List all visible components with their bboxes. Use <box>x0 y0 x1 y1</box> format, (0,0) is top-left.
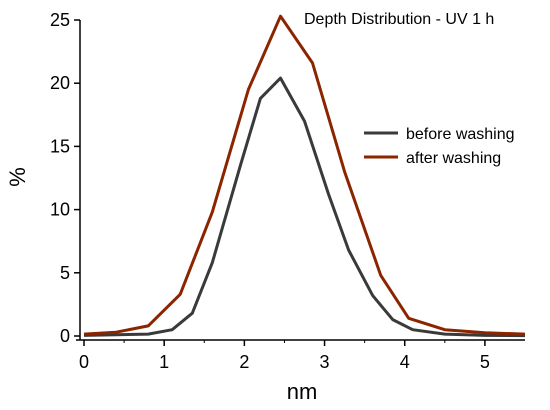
x-tick-label: 1 <box>159 352 169 372</box>
series-layer <box>83 14 526 338</box>
y-axis-ticks: 0 5 10 15 20 25 <box>50 10 80 346</box>
y-axis-title: % <box>5 167 30 187</box>
y-tick-label: 20 <box>50 73 70 93</box>
chart-title: Depth Distribution - UV 1 h <box>304 11 494 28</box>
x-tick-label: 5 <box>480 352 490 372</box>
y-tick-label: 5 <box>60 263 70 283</box>
series-line-before-washing <box>83 76 526 338</box>
x-axis-ticks: 0 1 2 3 4 5 <box>79 340 490 372</box>
x-tick-label: 2 <box>239 352 249 372</box>
y-tick-label: 15 <box>50 136 70 156</box>
y-tick-label: 10 <box>50 200 70 220</box>
axes <box>76 20 525 341</box>
x-tick-label: 0 <box>79 352 89 372</box>
legend-label: before washing <box>406 126 515 143</box>
y-tick-label: 25 <box>50 10 70 30</box>
series-line-after-washing <box>83 14 526 336</box>
legend-label: after washing <box>406 150 501 167</box>
x-tick-label: 4 <box>400 352 410 372</box>
x-tick-label: 3 <box>320 352 330 372</box>
y-tick-label: 0 <box>60 326 70 346</box>
x-axis-title: nm <box>287 379 318 404</box>
legend: before washing after washing <box>364 126 515 167</box>
